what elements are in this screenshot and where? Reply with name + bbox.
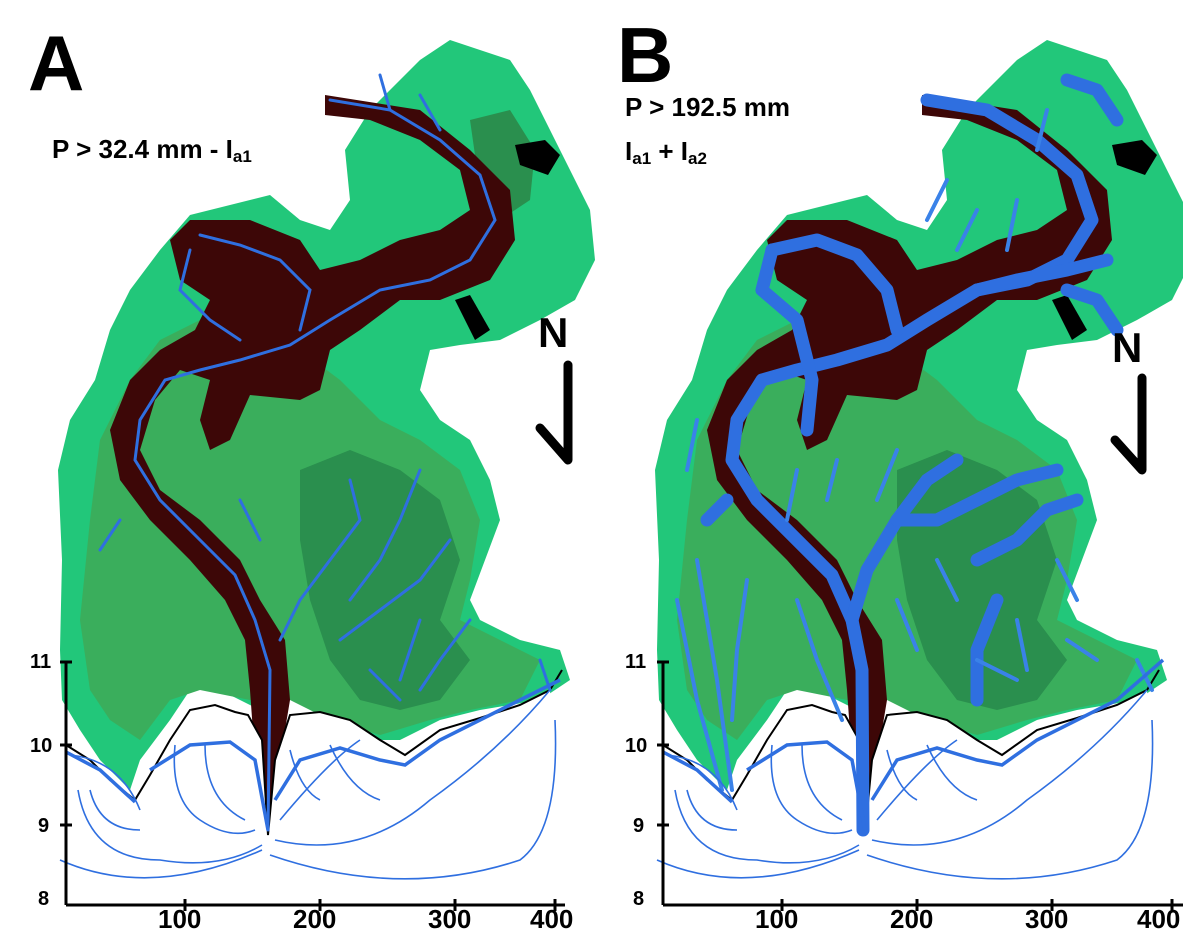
- surface-flow-b: [662, 658, 1165, 831]
- condition-a-sub: a1: [233, 147, 252, 166]
- y-tick-8-a: 8: [38, 888, 49, 910]
- axes-a: [60, 660, 565, 911]
- y-tick-11-b: 11: [625, 651, 646, 673]
- y-tick-8-b: 8: [633, 888, 644, 910]
- outlet-patch-e: [455, 295, 490, 340]
- outlet-patch-ne-b: [1112, 140, 1157, 175]
- condition-b-line2: Ia1 + Ia2: [625, 136, 707, 168]
- axes-b: [657, 660, 1183, 911]
- y-tick-10-a: 10: [30, 735, 52, 757]
- north-label-a: N: [538, 309, 568, 356]
- y-tick-11-a: 11: [30, 651, 51, 673]
- panel-letter-a: A: [28, 19, 84, 107]
- outlet-patch-e-b: [1052, 295, 1087, 340]
- x-tick-200-b: 200: [890, 904, 933, 929]
- subsurface-flow-a: [59, 689, 557, 880]
- x-tick-300-b: 300: [1025, 904, 1068, 929]
- condition-a-main: P > 32.4 mm - I: [52, 134, 233, 164]
- north-label-b: N: [1112, 324, 1142, 371]
- x-tick-400-b: 400: [1137, 904, 1180, 929]
- y-tick-9-a: 9: [38, 815, 49, 837]
- condition-b-plus: + I: [651, 136, 688, 166]
- profile-line: [65, 669, 563, 836]
- x-tick-200-a: 200: [293, 904, 336, 929]
- north-arrow-icon-a: [535, 360, 573, 465]
- flow-network-b-thick: [700, 73, 1124, 837]
- basin-dark-zone: [300, 450, 470, 710]
- x-tick-400-a: 400: [530, 904, 573, 929]
- flow-network-b-thin: [675, 108, 1154, 792]
- panel-b: 11 10 9 8 100 200 300 400 B P > 192.5 mm…: [617, 11, 1183, 929]
- panel-letter-b: B: [617, 11, 673, 99]
- panel-a: 11 10 9 8 100 200 300 400 A P > 32.4 mm …: [28, 19, 595, 929]
- surface-flow-a: [65, 678, 561, 831]
- north-arrow-icon-b: [1110, 373, 1147, 475]
- condition-b-ia: I: [625, 136, 632, 166]
- x-tick-300-a: 300: [428, 904, 471, 929]
- condition-b-ia2-sub: a2: [688, 149, 707, 168]
- condition-b-line1: P > 192.5 mm: [625, 92, 790, 122]
- x-tick-100-b: 100: [755, 904, 798, 929]
- condition-b-ia1-sub: a1: [632, 149, 651, 168]
- y-tick-10-b: 10: [625, 735, 647, 757]
- subsurface-flow-b: [656, 689, 1154, 880]
- flow-network-a: [98, 73, 552, 832]
- outlet-patch-ne: [515, 140, 560, 175]
- condition-a: P > 32.4 mm - Ia1: [52, 134, 252, 166]
- y-tick-9-b: 9: [633, 815, 644, 837]
- x-tick-100-a: 100: [158, 904, 201, 929]
